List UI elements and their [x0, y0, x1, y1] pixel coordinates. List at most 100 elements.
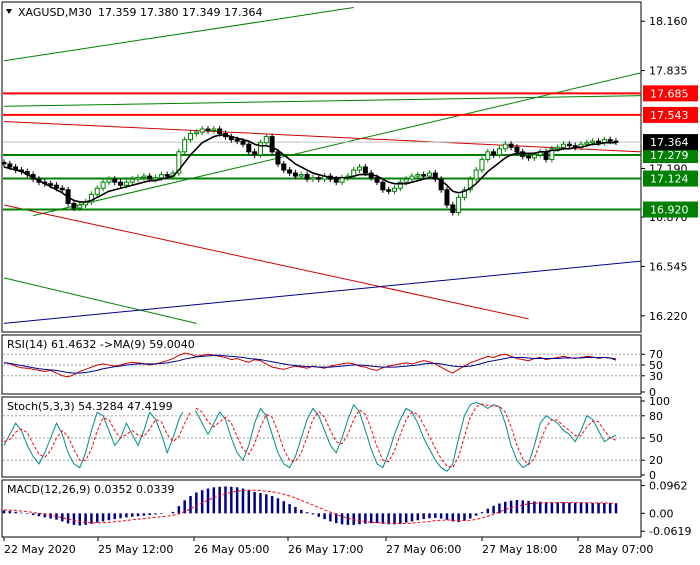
- level-tag-label: 17.543: [650, 109, 689, 122]
- candle-body: [561, 143, 567, 148]
- candle-body: [450, 204, 456, 214]
- candle-body: [257, 142, 263, 156]
- price-axis: 18.16017.83517.19016.87016.54516.22017.6…: [641, 15, 698, 323]
- candle-body: [596, 140, 602, 144]
- candle-body: [380, 181, 386, 191]
- y-tick-label: 16.220: [649, 310, 688, 323]
- x-tick-label: 25 May 12:00: [98, 543, 173, 556]
- macd-panel: 0.0962 0.00 -0.0619: [2, 480, 691, 538]
- candle-body: [590, 140, 596, 144]
- trend-line: [33, 72, 642, 217]
- candle-body: [153, 177, 159, 180]
- triangle-down-icon[interactable]: [6, 9, 12, 14]
- candle-body: [118, 181, 124, 186]
- y-tick-label: 50: [649, 432, 663, 445]
- candle-body: [333, 178, 339, 183]
- level-tag-label: 17.685: [650, 87, 689, 100]
- candle-body: [164, 174, 170, 177]
- moving-average-line: [3, 134, 616, 203]
- candle-body: [141, 175, 147, 179]
- current-price-label: 17.364: [650, 136, 689, 149]
- candle-body: [123, 181, 129, 186]
- trend-line: [3, 204, 529, 320]
- y-tick-label: 16.545: [649, 260, 688, 273]
- current-price-tag: [643, 134, 698, 151]
- candle-body: [48, 183, 54, 186]
- candle-body: [275, 151, 281, 165]
- candle-body: [415, 174, 421, 177]
- candle-body: [508, 143, 514, 148]
- trend-line: [3, 120, 642, 153]
- y-tick-label: 100: [649, 395, 670, 408]
- candle-body: [59, 187, 65, 191]
- x-tick-label: 22 May 2020: [4, 543, 76, 556]
- trend-line: [3, 7, 354, 62]
- candle-body: [502, 143, 508, 150]
- candle-body: [1, 161, 7, 165]
- y-tick-label: 30: [649, 370, 663, 383]
- candle-body: [287, 169, 293, 174]
- ma-line: [3, 134, 616, 203]
- candle-body: [71, 202, 77, 209]
- y-tick-label: 0: [649, 469, 656, 482]
- candle-body: [543, 151, 549, 160]
- candle-body: [392, 187, 398, 192]
- candle-body: [193, 131, 199, 135]
- candle-body: [403, 178, 409, 183]
- candle-body: [129, 178, 135, 183]
- candle-body: [607, 139, 613, 142]
- candle-body: [566, 143, 572, 147]
- candle-body: [444, 189, 450, 206]
- y-tick-label: 80: [649, 410, 663, 423]
- candle-body: [240, 140, 246, 145]
- rsi-title: RSI(14) 61.4632 ->MA(9) 59.0040: [7, 338, 195, 351]
- y-tick-label: -0.0619: [649, 525, 691, 538]
- y-tick-label: 50: [649, 359, 663, 372]
- y-tick-label: 18.160: [649, 15, 688, 28]
- candle-body: [310, 177, 316, 180]
- y-tick-label: 70: [649, 348, 663, 361]
- rsi-series-1: [3, 354, 617, 374]
- candle-body: [357, 166, 363, 171]
- candle-body: [316, 177, 322, 180]
- candle-body: [409, 175, 415, 180]
- candle-body: [199, 128, 205, 133]
- candle-body: [217, 128, 223, 135]
- candle-body: [386, 189, 392, 192]
- level-tag: [643, 85, 698, 102]
- candle-body: [467, 178, 473, 191]
- candle-body: [461, 189, 467, 198]
- y-tick-label: 0.0962: [649, 480, 688, 493]
- level-tag-label: 16.920: [650, 204, 689, 217]
- candle-body: [135, 177, 141, 180]
- candle-body: [100, 181, 106, 189]
- main-panel-frame: [1, 1, 642, 333]
- candle-body: [432, 172, 438, 180]
- candle-body: [526, 155, 532, 159]
- candle-body: [549, 148, 555, 160]
- candle-body: [304, 174, 310, 180]
- candle-body: [234, 139, 240, 142]
- candle-body: [252, 151, 258, 156]
- candle-body: [211, 128, 217, 132]
- trend-line: [3, 277, 197, 324]
- candle-body: [374, 177, 380, 183]
- trend-line: [3, 260, 642, 324]
- candle-body: [77, 204, 83, 209]
- candle-body: [362, 166, 368, 174]
- candle-body: [397, 181, 403, 189]
- macd-title: MACD(12,26,9) 0.0352 0.0339: [7, 483, 175, 496]
- candle-body: [281, 163, 287, 171]
- candle-body: [158, 174, 164, 179]
- candle-body: [456, 196, 462, 214]
- x-tick-label: 27 May 06:00: [386, 543, 461, 556]
- stoch-panel-frame: [1, 396, 642, 478]
- level-tag: [643, 106, 698, 123]
- candle-body: [94, 187, 100, 195]
- y-tick-label: 0.00: [649, 507, 674, 520]
- level-tag-label: 17.124: [650, 173, 689, 186]
- candle-body: [176, 151, 182, 174]
- x-tick-label: 26 May 17:00: [288, 543, 363, 556]
